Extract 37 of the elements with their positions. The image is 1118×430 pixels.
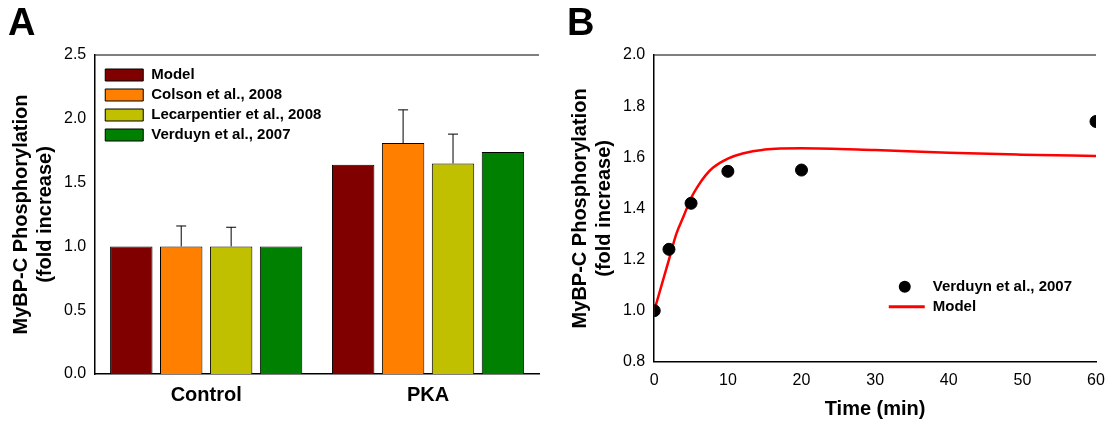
x-tick-label: 50	[1013, 370, 1032, 388]
y-tick-label: 1.6	[622, 147, 646, 165]
y-tick-label: 2.0	[63, 109, 87, 127]
point	[684, 196, 698, 210]
x-tick-label: PKA	[406, 382, 450, 405]
y-tick-label: 0.8	[622, 352, 646, 370]
point	[795, 163, 808, 177]
y-tick-label: 0.0	[63, 364, 87, 382]
x-tick-label: 10	[718, 370, 737, 388]
y-tick-label: 1.8	[622, 96, 646, 114]
chart-title: A	[8, 1, 36, 44]
x-tick-label: 40	[939, 370, 958, 388]
x-tick-label: 0	[649, 370, 659, 388]
y-axis-title: MyBP-C Phosphorylation (fold increase)	[567, 88, 614, 329]
legend-label: Model	[932, 296, 977, 314]
legend-label: Colson et al., 2008	[151, 85, 283, 103]
point	[662, 242, 676, 256]
y-axis-title: MyBP-C Phosphorylation (fold increase)	[8, 94, 55, 335]
y-tick-label: 1.5	[63, 173, 87, 191]
x-tick-label: 60	[1087, 370, 1105, 388]
y-tick-label: 0.5	[63, 300, 87, 318]
y-tick-label: 1.0	[63, 236, 87, 254]
y-tick-label: 2.0	[622, 45, 646, 63]
y-tick-label: 1.4	[622, 198, 646, 216]
y-tick-label: 2.5	[63, 45, 87, 63]
point	[721, 164, 735, 178]
y-tick-label: 1.2	[622, 249, 646, 267]
x-axis-title: Time (min)	[824, 396, 926, 419]
x-tick-label: 30	[866, 370, 885, 388]
legend-label: Lecarpentier et al., 2008	[151, 105, 322, 123]
y-tick-label: 1.0	[622, 301, 646, 319]
chart-title: B	[567, 1, 595, 44]
legend-label: Model	[151, 65, 195, 83]
x-tick-label: 20	[792, 370, 811, 388]
legend-label: Verduyn et al., 2007	[151, 125, 291, 143]
legend-label: Verduyn et al., 2007	[932, 276, 1073, 294]
x-tick-label: Control	[170, 382, 242, 405]
